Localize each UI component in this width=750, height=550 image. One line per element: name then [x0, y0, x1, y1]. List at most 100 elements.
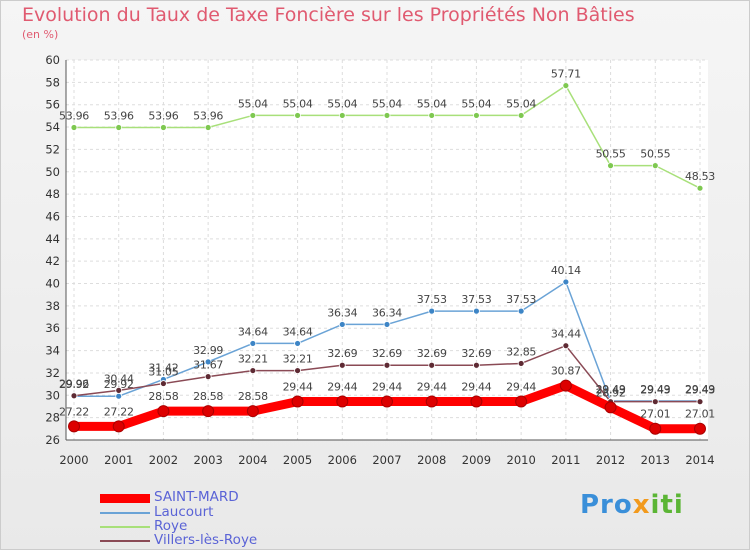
data-label-saint-mard: 28.58	[148, 390, 178, 403]
data-label-laucourt: 29.49	[685, 383, 715, 396]
data-label-laucourt: 36.34	[327, 306, 357, 319]
data-label-saint-mard: 27.22	[104, 405, 134, 418]
data-label-roye: 53.96	[193, 110, 223, 123]
x-tick-label: 2009	[462, 453, 491, 467]
data-label-villers-l-s-roye: 32.85	[506, 345, 536, 358]
legend-swatch-villers-les-roye	[100, 540, 150, 542]
data-point-laucourt	[383, 321, 391, 328]
data-point-saint-mard	[291, 395, 304, 408]
x-tick-label: 2013	[641, 453, 670, 467]
data-point-roye	[562, 82, 570, 89]
legend-swatch-saint-mard	[100, 494, 150, 503]
data-point-villers-l-s-roye	[562, 342, 570, 350]
data-point-villers-l-s-roye	[160, 380, 167, 387]
data-point-laucourt	[562, 278, 570, 286]
data-point-roye	[696, 184, 704, 192]
data-label-villers-l-s-roye: 29.43	[685, 384, 715, 397]
data-label-villers-l-s-roye: 32.69	[327, 347, 357, 360]
data-point-laucourt	[338, 321, 346, 328]
data-point-villers-l-s-roye	[294, 367, 301, 374]
y-tick-label: 28	[45, 411, 60, 425]
data-label-roye: 48.53	[685, 170, 715, 183]
data-label-saint-mard: 27.01	[685, 408, 715, 421]
legend-label-laucourt: Laucourt	[154, 504, 214, 520]
x-tick-label: 2001	[104, 453, 133, 467]
data-label-villers-l-s-roye: 32.69	[461, 347, 491, 360]
data-point-saint-mard	[694, 422, 706, 435]
data-point-saint-mard	[649, 422, 662, 435]
logo-part-2: x	[632, 490, 651, 520]
data-point-roye	[383, 112, 391, 119]
data-point-villers-l-s-roye	[651, 398, 659, 406]
data-point-villers-l-s-roye	[249, 367, 257, 374]
y-tick-label: 50	[45, 165, 60, 179]
data-label-saint-mard: 29.44	[283, 381, 313, 394]
data-label-laucourt: 37.53	[461, 293, 491, 306]
data-label-villers-l-s-roye: 29.96	[59, 378, 89, 391]
x-tick-label: 2002	[149, 453, 178, 467]
data-point-laucourt	[115, 392, 123, 400]
chart-subtitle: (en %)	[22, 28, 59, 41]
data-label-villers-l-s-roye: 32.69	[372, 347, 402, 360]
data-point-roye	[428, 112, 436, 119]
data-label-saint-mard: 30.87	[551, 365, 581, 378]
data-label-laucourt: 36.34	[372, 306, 402, 319]
data-label-roye: 55.04	[506, 97, 536, 110]
chart-title: Evolution du Taux de Taxe Foncière sur l…	[22, 4, 635, 26]
x-tick-label: 2011	[551, 453, 580, 467]
data-label-laucourt: 40.14	[551, 264, 581, 277]
data-label-saint-mard: 27.01	[640, 408, 670, 421]
data-point-roye	[204, 124, 212, 131]
data-point-saint-mard	[381, 395, 393, 408]
data-point-laucourt	[249, 340, 257, 347]
legend-label-roye: Roye	[154, 518, 188, 534]
data-point-laucourt	[294, 340, 301, 347]
data-point-laucourt	[517, 307, 525, 315]
x-tick-label: 2000	[59, 453, 88, 467]
data-label-villers-l-s-roye: 34.44	[551, 328, 581, 341]
data-label-saint-mard: 29.44	[417, 381, 447, 394]
y-tick-label: 34	[45, 344, 60, 358]
y-tick-label: 32	[45, 366, 60, 380]
x-tick-label: 2012	[596, 453, 625, 467]
data-label-roye: 53.96	[148, 110, 178, 123]
data-point-saint-mard	[336, 395, 349, 408]
legend-swatch-laucourt	[100, 512, 150, 514]
data-label-laucourt: 34.64	[238, 325, 268, 338]
data-label-villers-l-s-roye: 32.21	[283, 353, 313, 366]
x-tick-label: 2007	[372, 453, 401, 467]
y-tick-label: 46	[45, 209, 60, 223]
data-label-roye: 55.04	[327, 97, 357, 110]
data-point-laucourt	[204, 358, 212, 366]
data-point-saint-mard	[470, 395, 483, 408]
y-tick-label: 36	[45, 321, 60, 335]
y-tick-label: 52	[45, 142, 60, 156]
data-label-laucourt: 32.99	[193, 344, 223, 357]
data-point-villers-l-s-roye	[696, 398, 704, 406]
data-point-villers-l-s-roye	[115, 386, 123, 394]
data-label-roye: 55.04	[238, 97, 268, 110]
data-point-roye	[70, 124, 78, 131]
data-point-villers-l-s-roye	[338, 361, 346, 369]
data-label-roye: 53.96	[104, 110, 134, 123]
data-point-roye	[517, 112, 525, 119]
y-tick-label: 48	[45, 187, 60, 201]
data-point-villers-l-s-roye	[428, 361, 436, 369]
data-point-roye	[651, 162, 659, 170]
data-point-roye	[294, 112, 301, 119]
data-point-roye	[160, 124, 167, 131]
legend-label-villers-les-roye: Villers-lès-Roye	[154, 532, 258, 548]
data-label-roye: 55.04	[417, 97, 447, 110]
data-label-laucourt: 29.49	[640, 383, 670, 396]
legend-label-saint-mard: SAINT-MARD	[154, 489, 239, 505]
data-point-villers-l-s-roye	[473, 361, 480, 369]
y-tick-label: 60	[45, 53, 60, 67]
data-label-roye: 50.55	[596, 148, 626, 161]
data-label-roye: 57.71	[551, 68, 581, 81]
data-point-roye	[338, 112, 346, 119]
data-label-saint-mard: 28.92	[596, 386, 626, 399]
logo-part-1: Pro	[580, 490, 633, 520]
data-label-villers-l-s-roye: 32.21	[238, 353, 268, 366]
data-point-villers-l-s-roye	[517, 360, 525, 367]
